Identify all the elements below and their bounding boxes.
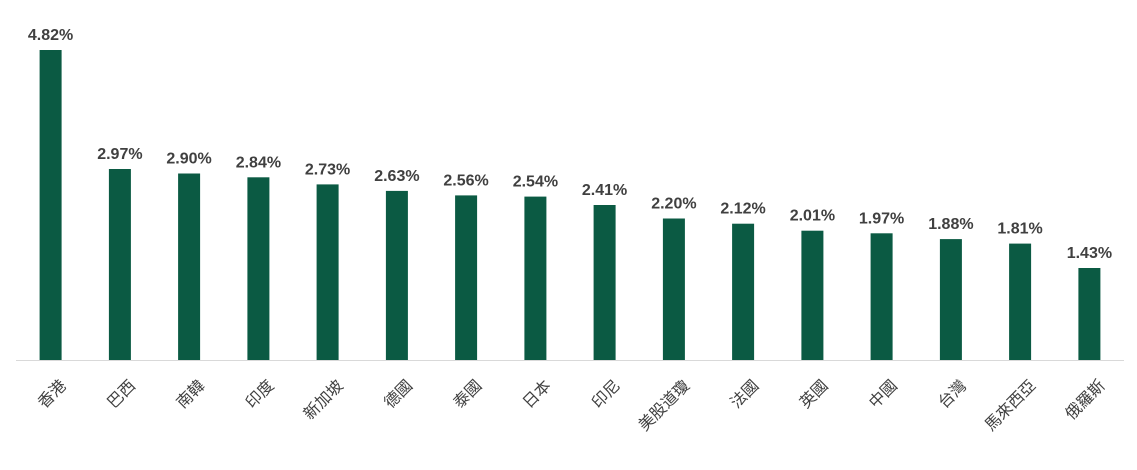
data-label-2: 2.90% [166, 151, 211, 168]
x-tick-label-11: 英國 [796, 376, 832, 412]
data-label-8: 2.41% [582, 182, 627, 199]
bar-11 [801, 230, 824, 360]
x-tick-label-9: 美股道瓊 [635, 376, 694, 435]
x-tick-label-8: 印尼 [588, 376, 624, 412]
bar-1 [108, 169, 131, 360]
data-label-11: 2.01% [790, 208, 835, 225]
bar-6 [455, 195, 478, 360]
bar-5 [385, 190, 408, 360]
bar-10 [732, 223, 755, 360]
x-tick-label-10: 法國 [726, 376, 762, 412]
data-label-15: 1.43% [1067, 245, 1112, 262]
bar-15 [1078, 268, 1101, 360]
data-label-9: 2.20% [651, 196, 696, 213]
bar-14 [1009, 243, 1032, 360]
bar-7 [524, 196, 547, 360]
bar-9 [662, 218, 685, 360]
bar-4 [316, 184, 339, 360]
x-tick-label-14: 馬來西亞 [981, 376, 1040, 435]
bar-8 [593, 205, 616, 360]
data-labels-group: 4.82% 2.97% 2.90% 2.84% 2.73% 2.63% 2.56% 2.54%… [28, 27, 1112, 262]
data-label-10: 2.12% [720, 201, 765, 218]
data-label-13: 1.88% [928, 216, 973, 233]
bar-0 [39, 50, 62, 360]
data-label-4: 2.73% [305, 161, 350, 178]
data-label-1: 2.97% [97, 146, 142, 163]
x-tick-label-4: 新加坡 [300, 376, 347, 423]
x-tick-label-3: 印度 [242, 376, 278, 412]
x-tick-label-5: 德國 [380, 376, 416, 412]
data-label-5: 2.63% [374, 168, 419, 185]
data-label-12: 1.97% [859, 210, 904, 227]
x-tick-label-12: 中國 [865, 376, 901, 412]
x-tick-label-13: 台灣 [934, 376, 970, 412]
bars-group [39, 50, 1101, 360]
x-tick-label-1: 巴西 [103, 376, 139, 412]
data-label-0: 4.82% [28, 27, 73, 44]
x-tick-labels-group: 香港 巴西 南韓 印度 新加坡 德國 泰國 日本 印尼 美股道瓊 法國 英國 中國 台灣 馬來西亞 俄羅斯 [34, 376, 1109, 435]
bar-12 [870, 233, 893, 360]
bar-13 [939, 239, 962, 360]
bar-3 [247, 177, 270, 360]
x-tick-label-15: 俄羅斯 [1061, 376, 1108, 423]
x-tick-label-6: 泰國 [449, 376, 485, 412]
data-label-6: 2.56% [443, 172, 488, 189]
x-tick-label-2: 南韓 [172, 376, 208, 412]
x-tick-label-7: 日本 [519, 376, 555, 412]
x-tick-label-0: 香港 [34, 376, 70, 412]
data-label-3: 2.84% [236, 154, 281, 171]
data-label-7: 2.54% [513, 174, 558, 191]
bar-2 [178, 173, 201, 360]
data-label-14: 1.81% [997, 221, 1042, 238]
